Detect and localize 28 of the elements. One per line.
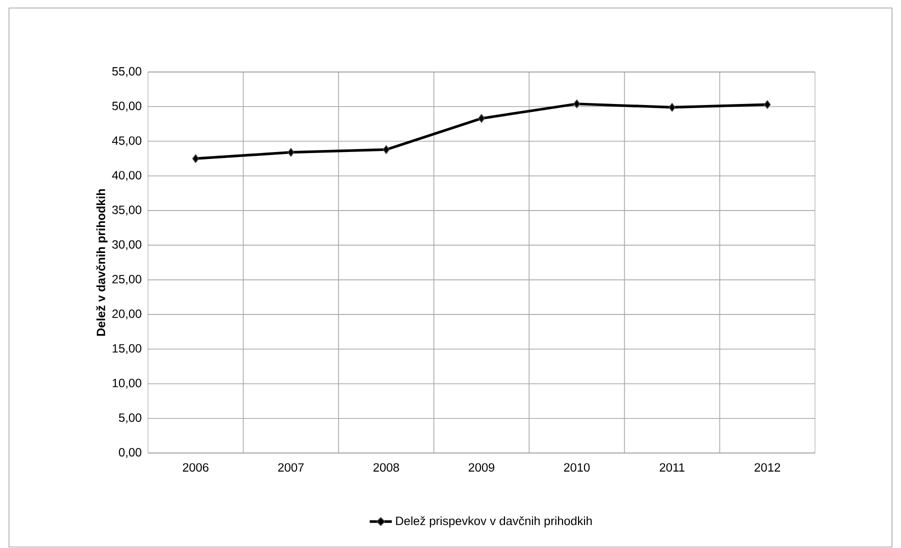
legend-label: Delež prispevkov v davčnih prihodkih	[396, 516, 592, 528]
x-tick-label: 2009	[468, 463, 494, 472]
point	[192, 154, 200, 163]
y-tick-label: 50,00	[112, 102, 142, 112]
point	[288, 148, 294, 157]
x-tick-label: 2008	[373, 463, 400, 472]
y-tick-label: 15,00	[112, 344, 142, 354]
y-tick-label: 25,00	[112, 274, 142, 285]
y-axis-title: Delež v davčnih prihodkih	[96, 189, 108, 336]
y-tick-label: 20,00	[112, 310, 142, 320]
x-tick-label: 2010	[564, 463, 590, 472]
x-tick-label: 2007	[278, 463, 304, 472]
x-tick-label: 2006	[182, 463, 208, 472]
x-tick-label: 2011	[660, 463, 684, 472]
y-tick-label: 0,00	[118, 448, 142, 458]
y-tick-label: 10,00	[112, 378, 142, 389]
x-tick-label: 2012	[754, 463, 780, 472]
point	[668, 102, 676, 112]
point	[573, 99, 580, 108]
point	[764, 100, 771, 109]
y-tick-label: 45,00	[112, 136, 142, 146]
y-tick-label: 35,00	[112, 206, 142, 216]
y-tick-label: 5,00	[118, 413, 142, 424]
y-tick-label: 30,00	[112, 240, 142, 250]
y-tick-label: 40,00	[112, 170, 142, 181]
point	[478, 114, 485, 123]
y-tick-label: 55,00	[112, 67, 142, 77]
point	[382, 145, 390, 154]
